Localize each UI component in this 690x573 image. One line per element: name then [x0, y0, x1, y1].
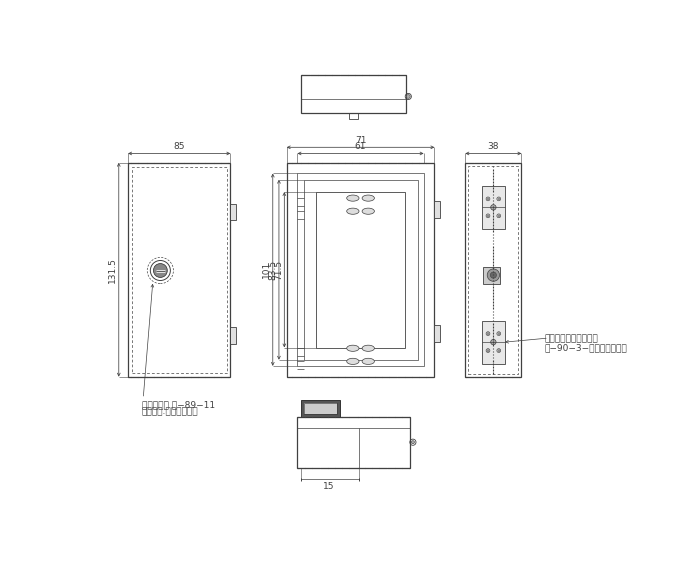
Circle shape	[497, 332, 501, 336]
Bar	[316, 192, 405, 347]
Text: 85: 85	[173, 142, 185, 151]
Ellipse shape	[346, 345, 359, 351]
Circle shape	[487, 269, 500, 281]
Circle shape	[406, 95, 411, 99]
Bar	[465, 163, 522, 377]
Circle shape	[491, 272, 497, 278]
Ellipse shape	[362, 208, 375, 214]
Circle shape	[411, 441, 415, 444]
Bar	[302, 400, 339, 417]
Bar	[297, 174, 424, 366]
Circle shape	[486, 197, 490, 201]
Bar	[302, 75, 406, 113]
Text: 61: 61	[355, 142, 366, 151]
Circle shape	[491, 205, 496, 210]
Bar	[230, 327, 236, 344]
Circle shape	[486, 348, 490, 352]
Bar	[230, 203, 236, 221]
Ellipse shape	[362, 195, 375, 201]
Bar	[304, 403, 337, 414]
Ellipse shape	[346, 195, 359, 201]
Ellipse shape	[362, 345, 375, 351]
Text: 15: 15	[322, 482, 334, 491]
Ellipse shape	[346, 358, 359, 364]
Bar	[304, 180, 417, 360]
Text: 131.5: 131.5	[108, 257, 117, 282]
Text: 71: 71	[355, 136, 366, 145]
Circle shape	[497, 197, 501, 201]
Circle shape	[497, 214, 501, 218]
Circle shape	[491, 339, 496, 345]
Bar	[482, 268, 500, 284]
Ellipse shape	[362, 358, 375, 364]
Bar	[128, 163, 230, 377]
Text: 蒒番（リベット止め）: 蒒番（リベット止め）	[544, 335, 598, 343]
Text: タキゲン製 Ｃ−89−11: タキゲン製 Ｃ−89−11	[142, 400, 215, 409]
Text: 71.5: 71.5	[275, 260, 284, 280]
Text: 101: 101	[262, 261, 271, 278]
Bar	[304, 403, 337, 414]
Text: 83.5: 83.5	[268, 260, 277, 280]
Bar	[286, 163, 435, 377]
Bar	[482, 186, 505, 229]
Bar	[469, 166, 518, 374]
Circle shape	[153, 264, 167, 277]
Text: キーＮｏ.ＪＧ１４１０: キーＮｏ.ＪＧ１４１０	[142, 407, 199, 417]
Bar	[482, 320, 505, 364]
Bar	[435, 201, 440, 218]
Circle shape	[486, 332, 490, 336]
Bar	[349, 113, 358, 119]
Circle shape	[486, 214, 490, 218]
Text: 38: 38	[488, 142, 499, 151]
Bar	[132, 167, 226, 373]
Bar	[435, 325, 440, 342]
Bar	[297, 417, 410, 468]
Ellipse shape	[346, 208, 359, 214]
Text: Ｂ−90−3−Ｌ（Ｒ）各１個: Ｂ−90−3−Ｌ（Ｒ）各１個	[544, 343, 627, 352]
Circle shape	[497, 348, 501, 352]
